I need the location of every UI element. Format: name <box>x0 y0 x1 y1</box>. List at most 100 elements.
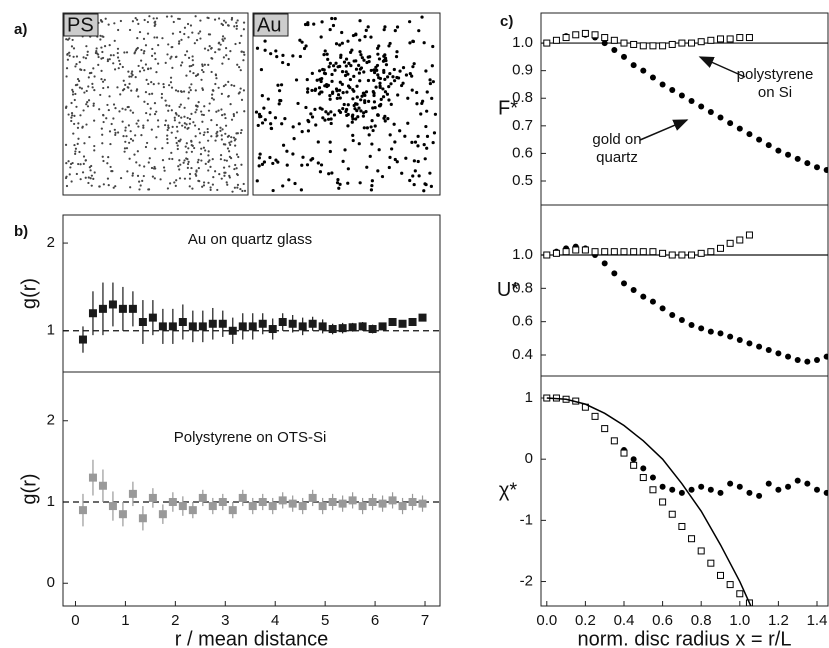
point <box>697 38 705 46</box>
point <box>610 248 618 256</box>
point <box>338 499 347 508</box>
particle <box>178 159 181 162</box>
particle <box>430 64 434 68</box>
particle <box>185 142 188 145</box>
particle <box>136 37 139 40</box>
particle <box>195 174 198 177</box>
point <box>398 502 407 511</box>
particle <box>136 46 139 50</box>
particle <box>112 62 115 65</box>
particle <box>369 188 374 192</box>
particle <box>243 110 246 113</box>
particle <box>82 162 85 165</box>
particle <box>125 147 129 150</box>
point <box>388 496 397 505</box>
particle <box>335 181 340 185</box>
particle <box>78 86 82 89</box>
particle <box>383 53 387 57</box>
particle <box>150 81 153 84</box>
particle <box>74 147 78 150</box>
particle <box>276 83 280 87</box>
y-tick-label: 2 <box>47 234 55 251</box>
particle <box>404 73 409 77</box>
particle <box>285 149 289 153</box>
particle <box>419 112 423 116</box>
particle <box>183 115 186 118</box>
particle <box>95 50 98 53</box>
particle <box>106 59 109 63</box>
particle <box>422 41 426 45</box>
particle <box>90 174 93 177</box>
particle <box>222 166 226 169</box>
particle <box>169 81 173 84</box>
particle <box>129 130 132 133</box>
particle <box>328 97 332 101</box>
particle <box>326 57 330 61</box>
particle <box>190 139 193 142</box>
point <box>678 92 685 99</box>
particle <box>71 38 74 42</box>
point <box>668 251 676 259</box>
particle <box>143 69 146 72</box>
particle <box>81 126 84 129</box>
particle <box>340 70 345 74</box>
particle <box>395 25 400 29</box>
particle <box>75 105 78 108</box>
particle <box>169 182 172 185</box>
y-axis-label: g(r) <box>18 473 40 504</box>
particle <box>369 125 373 129</box>
particle <box>173 181 176 184</box>
particle <box>155 17 159 20</box>
point <box>813 486 820 493</box>
particle <box>337 186 341 190</box>
particle <box>210 57 213 60</box>
particle <box>87 176 90 179</box>
particle <box>71 88 74 91</box>
particle <box>71 90 75 93</box>
y-tick-label: -1 <box>520 511 533 528</box>
particle <box>147 161 150 164</box>
particle <box>296 101 300 106</box>
particle <box>395 75 399 80</box>
particle <box>320 90 324 94</box>
particle <box>374 85 378 89</box>
particle <box>227 57 230 61</box>
particle <box>318 170 323 174</box>
particle <box>357 142 361 146</box>
particle <box>382 58 387 62</box>
x-tick-label: 0.4 <box>614 612 635 629</box>
point <box>756 136 763 143</box>
point <box>348 323 357 332</box>
particle <box>207 181 210 184</box>
particle <box>299 188 303 192</box>
particle <box>242 51 245 54</box>
particle <box>310 115 315 119</box>
particle <box>155 136 158 139</box>
particle <box>373 106 377 110</box>
particle <box>400 83 404 88</box>
particle <box>376 73 380 77</box>
particle <box>393 79 397 83</box>
particle <box>106 58 110 61</box>
particle <box>415 90 419 95</box>
particle <box>214 74 218 77</box>
particle <box>155 110 158 113</box>
particle <box>86 53 89 57</box>
particle <box>408 72 412 76</box>
particle <box>207 109 211 112</box>
particle <box>107 23 110 26</box>
x-tick-label: 7 <box>421 612 429 629</box>
point <box>238 493 247 502</box>
particle <box>328 61 332 65</box>
point <box>601 260 608 267</box>
y-tick-label: 0.4 <box>512 346 533 363</box>
particle <box>97 63 100 66</box>
particle <box>294 78 299 82</box>
point <box>118 304 127 313</box>
particle <box>64 106 68 109</box>
particle <box>141 66 144 69</box>
particle <box>428 171 432 175</box>
particle <box>378 81 382 85</box>
x-tick-label: 2 <box>171 612 179 629</box>
